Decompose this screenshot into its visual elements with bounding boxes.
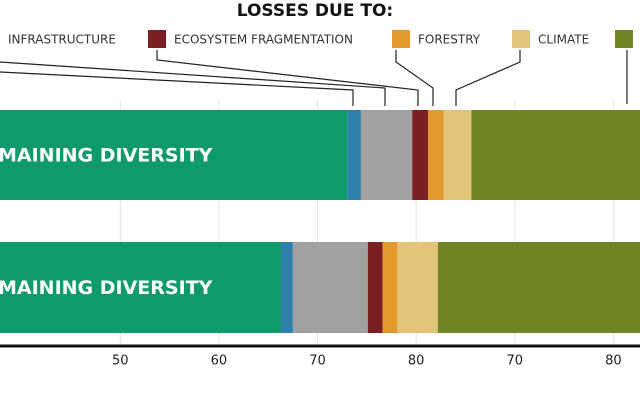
bar-segment xyxy=(397,242,438,333)
leader-line xyxy=(455,50,521,106)
legend-label: CLIMATE xyxy=(538,33,589,47)
legend-swatch xyxy=(615,30,633,48)
bar-segment xyxy=(427,110,444,200)
bar-label: MAINING DIVERSITY xyxy=(0,145,213,167)
leader-line xyxy=(395,50,434,106)
legend-label: ECOSYSTEM FRAGMENTATION xyxy=(174,33,353,47)
chart-title: LOSSES DUE TO: xyxy=(237,1,393,21)
bar-segment xyxy=(437,242,640,333)
bar-segment xyxy=(382,242,398,333)
legend-swatch xyxy=(148,30,166,48)
x-tick-label: 70 xyxy=(506,354,523,369)
x-tick-label: 60 xyxy=(211,354,228,369)
legend-swatch xyxy=(392,30,410,48)
x-tick-label: 80 xyxy=(408,354,425,369)
legend-label: INFRASTRUCTURE xyxy=(8,33,116,47)
bar-segment xyxy=(412,110,428,200)
leader-line xyxy=(0,71,354,106)
bar-segment xyxy=(0,242,282,333)
bar-segment xyxy=(292,242,368,333)
bar-segment xyxy=(367,242,383,333)
bar-segment xyxy=(360,110,413,200)
bar-segment xyxy=(443,110,472,200)
bar-segment xyxy=(347,110,361,200)
bar-segment xyxy=(0,110,348,200)
bar-segment xyxy=(471,110,640,200)
x-tick-label: 70 xyxy=(309,354,326,369)
leader-line xyxy=(156,50,419,106)
leader-lines xyxy=(0,50,628,106)
bar-segment xyxy=(281,242,293,333)
x-tick-label: 50 xyxy=(112,354,129,369)
x-tick-label: 80 xyxy=(605,354,622,369)
leader-line xyxy=(0,61,386,106)
legend-label: FORESTRY xyxy=(418,33,481,47)
bar-label: MAINING DIVERSITY xyxy=(0,277,213,299)
legend-swatch xyxy=(512,30,530,48)
